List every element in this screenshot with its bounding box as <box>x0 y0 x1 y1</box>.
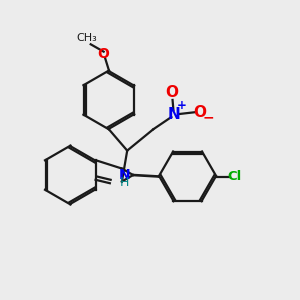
Text: CH₃: CH₃ <box>76 32 97 43</box>
Text: N: N <box>168 107 181 122</box>
Text: +: + <box>177 99 187 112</box>
Text: H: H <box>120 176 129 189</box>
Text: Cl: Cl <box>228 170 242 183</box>
Text: O: O <box>166 85 178 100</box>
Text: O: O <box>98 47 109 61</box>
Text: O: O <box>193 105 206 120</box>
Text: −: − <box>202 110 214 124</box>
Text: N: N <box>118 168 130 182</box>
